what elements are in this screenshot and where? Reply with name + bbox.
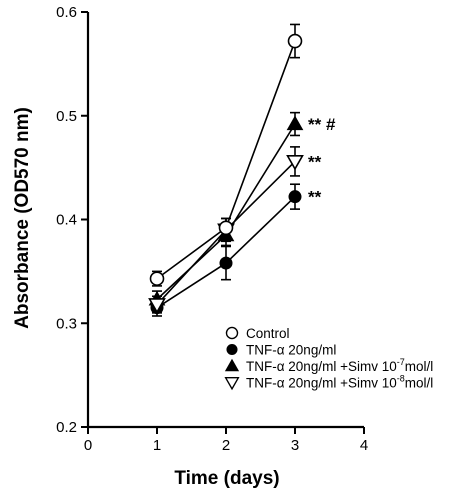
marker-open-triangle-down xyxy=(224,377,240,391)
legend-label-exponent: -7 xyxy=(397,357,405,367)
significance-annotation: ** # xyxy=(308,115,336,134)
y-tick-label: 0.5 xyxy=(56,108,77,125)
x-tick-label: 1 xyxy=(153,437,161,454)
y-tick-label: 0.6 xyxy=(56,4,77,21)
marker-filled-circle xyxy=(288,190,302,204)
series-layer: ** ** # ** xyxy=(148,23,336,317)
axis-ticks: 0.2 0.3 0.4 0.5 0.6 0 1 2 3 4 xyxy=(56,4,368,454)
series-0 xyxy=(149,23,303,287)
marker-filled-circle xyxy=(219,256,233,270)
legend-label-text: TNF-α 20ng/ml +Simv 10 xyxy=(246,376,397,391)
legend-label: TNF-α 20ng/ml xyxy=(246,343,336,358)
legend-item: TNF-α 20ng/ml xyxy=(226,343,336,358)
marker-open-circle xyxy=(225,326,239,340)
marker-filled-triangle xyxy=(286,115,304,131)
legend-label-text: Control xyxy=(246,326,290,341)
marker-open-triangle-down xyxy=(286,154,304,171)
y-axis-title: Absorbance (OD570 nm) xyxy=(12,107,33,329)
y-tick-label: 0.3 xyxy=(56,315,77,332)
series-2: ** # xyxy=(148,111,336,309)
y-tick-label: 0.2 xyxy=(56,419,77,436)
x-tick-label: 0 xyxy=(84,437,92,454)
marker-open-circle xyxy=(218,220,234,236)
legend-label-text: TNF-α 20ng/ml xyxy=(246,343,336,358)
legend-label-text: TNF-α 20ng/ml +Simv 10 xyxy=(246,359,397,374)
x-tick-label: 3 xyxy=(291,437,299,454)
marker-open-circle xyxy=(287,33,303,49)
marker-open-circle xyxy=(149,271,165,286)
series-3: ** xyxy=(148,146,322,314)
marker-filled-circle xyxy=(226,343,238,356)
x-axis-title: Time (days) xyxy=(174,468,279,489)
legend-item: Control xyxy=(225,326,290,341)
series-1: ** xyxy=(150,183,322,317)
legend-label: Control xyxy=(246,326,290,341)
significance-annotation: ** xyxy=(308,188,322,207)
x-tick-label: 4 xyxy=(360,437,368,454)
legend-item: TNF-α 20ng/ml +Simv 10-7mol/l xyxy=(224,357,433,374)
legend-label-exponent: -8 xyxy=(397,374,405,384)
y-tick-label: 0.4 xyxy=(56,212,77,229)
legend-label-suffix: mol/l xyxy=(405,376,434,391)
legend-label-suffix: mol/l xyxy=(405,359,434,374)
marker-open-triangle-down xyxy=(148,298,166,314)
legend-label: TNF-α 20ng/ml +Simv 10-8mol/l xyxy=(246,374,433,391)
legend-label: TNF-α 20ng/ml +Simv 10-7mol/l xyxy=(246,357,433,374)
x-tick-label: 2 xyxy=(222,437,230,454)
legend-item: TNF-α 20ng/ml +Simv 10-8mol/l xyxy=(224,374,433,391)
marker-filled-triangle xyxy=(224,358,240,372)
significance-annotation: ** xyxy=(308,152,322,171)
